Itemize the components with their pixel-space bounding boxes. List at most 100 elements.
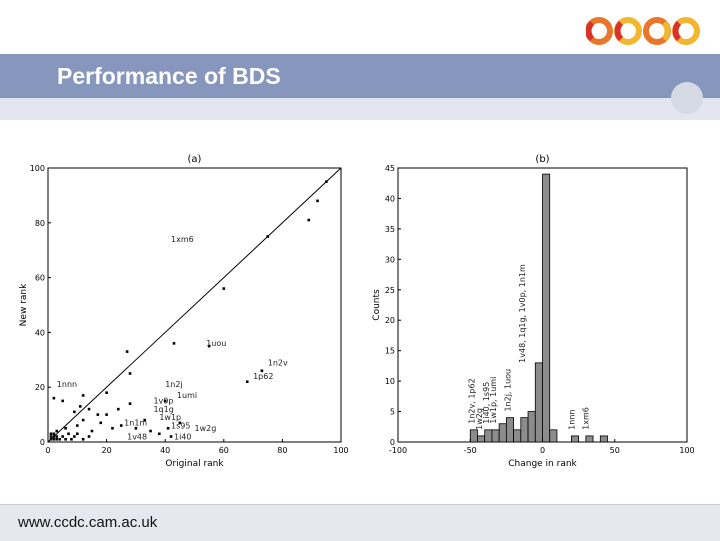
chart-a-point: [105, 391, 108, 394]
chart-a-point: [61, 399, 64, 403]
chart-b-bar: [571, 435, 580, 443]
chart-a-point: [125, 350, 129, 353]
chart-a-point: [87, 407, 91, 411]
chart-a-point-label: 1nnn: [57, 380, 77, 389]
chart-b-ytick-label: 0: [390, 438, 395, 447]
chart-a-point: [128, 372, 132, 375]
chart-a-point: [117, 407, 120, 411]
chart-a-point: [128, 402, 132, 405]
chart-b-ytick-label: 35: [385, 225, 395, 234]
chart-a-ytick-label: 80: [35, 219, 45, 228]
chart-a-point: [49, 432, 53, 436]
chart-a-point: [81, 437, 85, 441]
decorative-circle: [671, 82, 703, 114]
footer-bar: www.ccdc.cam.ac.uk: [0, 504, 720, 541]
chart-b-ytick-label: 40: [385, 194, 395, 203]
chart-a-point: [73, 435, 76, 438]
chart-a-ylabel: New rank: [19, 283, 29, 326]
chart-b-bar-label: 1nnn: [567, 410, 576, 430]
chart-a-point: [76, 424, 79, 427]
title-band: Performance of BDS: [0, 54, 720, 98]
chart-a-point: [64, 427, 67, 430]
chart-a-point-label: 1n2v: [268, 358, 288, 367]
chart-a-point: [99, 421, 103, 425]
chart-a-point-label: 1w1p: [159, 413, 181, 422]
chart-a-point: [266, 235, 270, 238]
chart-a-point: [307, 218, 311, 222]
chart-a-point: [158, 432, 161, 436]
chart-a-point-label: 1w2g: [195, 424, 217, 433]
chart-a-point: [55, 437, 59, 441]
chart-a-point: [166, 427, 170, 430]
slide-title: Performance of BDS: [57, 63, 281, 89]
chart-a-point: [52, 432, 56, 436]
chart-a-title: (a): [188, 154, 202, 165]
chart-a-ytick-label: 60: [35, 274, 45, 283]
chart-a-point-label: 1p62: [253, 372, 273, 381]
chart-a-point-label: 1s95: [171, 421, 190, 430]
chart-b-bar: [534, 362, 543, 443]
chart-a-point: [55, 435, 59, 438]
chart-a-ytick-label: 20: [35, 383, 45, 392]
chart-a-point: [169, 435, 173, 438]
chart-a-point: [81, 394, 85, 397]
chart-b-bar: [491, 429, 500, 443]
chart-a-point: [52, 396, 56, 400]
chart-a-ytick-label: 0: [40, 438, 45, 447]
chart-b-ylabel: Counts: [372, 289, 382, 321]
chart-a-ytick-label: 40: [35, 328, 45, 337]
chart-a-point: [260, 369, 264, 373]
chart-b-bar-label: 1i40, 1s95: [482, 382, 491, 424]
chart-a-point: [325, 180, 328, 183]
chart-a-xtick-label: 0: [45, 446, 50, 455]
chart-a-xtick-label: 60: [219, 446, 229, 455]
chart-a-point: [78, 405, 82, 408]
chart-a-point: [111, 427, 114, 430]
chart-b-bar: [549, 429, 558, 443]
chart-b-bar: [599, 435, 608, 443]
chart-a-point-label: 1umi: [177, 391, 197, 400]
chart-a-point-label: 1uou: [206, 339, 226, 348]
chart-a-xtick-label: 40: [160, 446, 170, 455]
chart-a-point: [52, 437, 56, 441]
chart-a-point-label: 1n1m: [124, 419, 147, 428]
chart-a-point: [61, 435, 64, 438]
chart-b-bar-label: 1v48, 1q1g, 1v0p, 1n1m: [518, 264, 527, 363]
chart-b-ytick-label: 20: [385, 316, 395, 325]
chart-b-xtick-label: 50: [610, 446, 620, 455]
chart-a-point-label: 1xm6: [171, 235, 194, 244]
chart-b-ytick-label: 45: [385, 164, 395, 173]
chart-b-bar: [469, 429, 478, 443]
footer-url[interactable]: www.ccdc.cam.ac.uk: [18, 514, 158, 531]
chart-b-bar-label: 1n2v, 1p62: [468, 378, 477, 423]
chart-b-ytick-label: 10: [385, 377, 395, 386]
chart-a-point: [105, 413, 108, 416]
chart-b-bar: [527, 411, 536, 443]
chart-a-point: [64, 437, 67, 441]
chart-b-xlabel: Change in rank: [508, 459, 577, 469]
figure-panels: (a) 0 20 40 60 80 100 0 20 40 60 80 100 Original rank…: [0, 140, 720, 480]
chart-a-point: [90, 429, 94, 433]
chart-a-point-label: 1v0p: [153, 397, 173, 406]
chart-a-xtick-label: 80: [277, 446, 287, 455]
chart-a-point: [172, 342, 176, 345]
chart-a-point: [134, 427, 138, 430]
chart-a-point: [52, 435, 56, 438]
chart-b-bar-label: 1w1p, 1umi: [489, 377, 498, 424]
chart-b-bar: [542, 173, 551, 443]
chart-a-point: [70, 437, 73, 441]
chart-b-title: (b): [535, 154, 549, 165]
chart-a-point: [178, 421, 182, 425]
chart-a-point-label: 1q1g: [153, 405, 173, 414]
chart-b-bar: [513, 429, 522, 443]
chart-b-bar-label: 1w2g: [475, 408, 484, 430]
chart-a-point-label: 1v48: [127, 432, 147, 441]
chart-a-point: [55, 429, 59, 433]
chart-b-xtick-label: 0: [540, 446, 545, 455]
logo-rings-icon: [585, 17, 700, 45]
chart-b-ytick-label: 15: [385, 347, 395, 356]
chart-b-xtick-label: 100: [679, 446, 694, 455]
chart-b-bar: [585, 435, 594, 443]
chart-b-bar: [498, 423, 507, 443]
